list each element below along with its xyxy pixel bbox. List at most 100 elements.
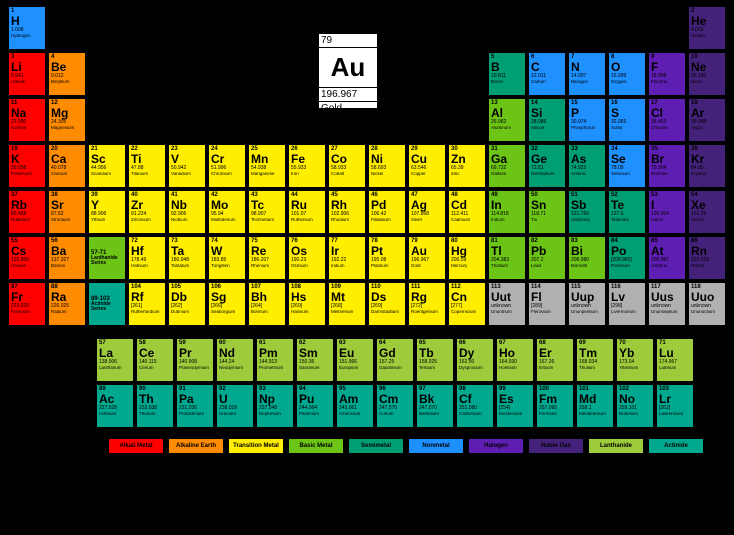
element-Sg[interactable]: 106Sg[266]Seaborgium	[208, 282, 246, 326]
element-Zn[interactable]: 30Zn65.39Zinc	[448, 144, 486, 188]
element-Se[interactable]: 34Se78.09Selenium	[608, 144, 646, 188]
element-Ds[interactable]: 110Ds[269]Darmstadtium	[368, 282, 406, 326]
element-Es[interactable]: 99Es[254]Einsteinium	[496, 384, 534, 428]
element-Cn[interactable]: 112Cn[277]Copernicium	[448, 282, 486, 326]
element-V[interactable]: 23V50.942Vanadium	[168, 144, 206, 188]
element-Po[interactable]: 84Po[208.982]Polonium	[608, 236, 646, 280]
element-Eu[interactable]: 63Eu151.966Europium	[336, 338, 374, 382]
element-Re[interactable]: 75Re186.207Rhenium	[248, 236, 286, 280]
element-No[interactable]: 102No259.101Nobelium	[616, 384, 654, 428]
element-Be[interactable]: 4Be9.012Beryllium	[48, 52, 86, 96]
element-Os[interactable]: 76Os190.23Osmium	[288, 236, 326, 280]
element-Te[interactable]: 52Te127.6Tellurium	[608, 190, 646, 234]
element-Bk[interactable]: 97Bk247.070Berkelium	[416, 384, 454, 428]
element-Ho[interactable]: 67Ho164.930Holmium	[496, 338, 534, 382]
element-U[interactable]: 92U238.029Uranium	[216, 384, 254, 428]
element-Ne[interactable]: 10Ne20.180Neon	[688, 52, 726, 96]
element-Rn[interactable]: 86Rn222.018Radon	[688, 236, 726, 280]
element-Tb[interactable]: 65Tb158.925Terbium	[416, 338, 454, 382]
element-Ra[interactable]: 88Ra226.025Radium	[48, 282, 86, 326]
element-At[interactable]: 85At209.987Astatine	[648, 236, 686, 280]
element-Si[interactable]: 14Si28.086Silicon	[528, 98, 566, 142]
element-Rh[interactable]: 45Rh102.906Rhodium	[328, 190, 366, 234]
element-Am[interactable]: 95Am243.061Americium	[336, 384, 374, 428]
element-Rb[interactable]: 37Rb85.468Rubidium	[8, 190, 46, 234]
element-Rf[interactable]: 104Rf[261]Rutherfordium	[128, 282, 166, 326]
element-Ag[interactable]: 47Ag107.868Silver	[408, 190, 446, 234]
element-Cf[interactable]: 98Cf251.080Californium	[456, 384, 494, 428]
element-Tc[interactable]: 43Tc98.907Technetium	[248, 190, 286, 234]
element-Cs[interactable]: 55Cs132.905Cesium	[8, 236, 46, 280]
element-Ar[interactable]: 18Ar39.948Argon	[688, 98, 726, 142]
element-As[interactable]: 33As74.922Arsenic	[568, 144, 606, 188]
element-Mt[interactable]: 109Mt[268]Meitnerium	[328, 282, 366, 326]
element-S[interactable]: 16S32.065Sulfur	[608, 98, 646, 142]
element-O[interactable]: 8O15.999Oxygen	[608, 52, 646, 96]
element-Db[interactable]: 105Db[262]Dubnium	[168, 282, 206, 326]
element-Cr[interactable]: 24Cr51.996Chromium	[208, 144, 246, 188]
element-Sn[interactable]: 50Sn118.71Tin	[528, 190, 566, 234]
element-N[interactable]: 7N14.007Nitrogen	[568, 52, 606, 96]
element-Ir[interactable]: 77Ir192.22Iridium	[328, 236, 366, 280]
element-Pb[interactable]: 82Pb207.2Lead	[528, 236, 566, 280]
element-Dy[interactable]: 66Dy162.50Dysprosium	[456, 338, 494, 382]
element-Tm[interactable]: 69Tm168.934Thulium	[576, 338, 614, 382]
element-Ce[interactable]: 58Ce140.115Cerium	[136, 338, 174, 382]
element-Fl[interactable]: 114Fl[289]Flerovium	[528, 282, 566, 326]
element-Pd[interactable]: 46Pd106.42Palladium	[368, 190, 406, 234]
element-Y[interactable]: 39Y88.906Yttrium	[88, 190, 126, 234]
element-K[interactable]: 19K39.098Potassium	[8, 144, 46, 188]
element-Yb[interactable]: 70Yb173.04Ytterbium	[616, 338, 654, 382]
element-Ni[interactable]: 28Ni58.693Nickel	[368, 144, 406, 188]
element-Br[interactable]: 35Br79.904Bromine	[648, 144, 686, 188]
element-Ga[interactable]: 31Ga69.732Gallium	[488, 144, 526, 188]
element-Li[interactable]: 3Li6.941Lithium	[8, 52, 46, 96]
element-Fr[interactable]: 87Fr223.020Francium	[8, 282, 46, 326]
element-Cu[interactable]: 29Cu63.546Copper	[408, 144, 446, 188]
element-Uuo[interactable]: 118UuounknownUnunoctium	[688, 282, 726, 326]
element-Bi[interactable]: 83Bi208.980Bismuth	[568, 236, 606, 280]
element-Hg[interactable]: 80Hg200.59Mercury	[448, 236, 486, 280]
element-Md[interactable]: 101Md258.1Mendelevium	[576, 384, 614, 428]
element-Lr[interactable]: 103Lr[262]Lawrencium	[656, 384, 694, 428]
element-In[interactable]: 49In114.818Indium	[488, 190, 526, 234]
element-Sc[interactable]: 21Sc44.956Scandium	[88, 144, 126, 188]
element-Al[interactable]: 13Al26.982Aluminum	[488, 98, 526, 142]
element-Cm[interactable]: 96Cm247.070Curium	[376, 384, 414, 428]
element-Cd[interactable]: 48Cd112.411Cadmium	[448, 190, 486, 234]
element-Ba[interactable]: 56Ba137.327Barium	[48, 236, 86, 280]
element-Sm[interactable]: 62Sm150.36Samarium	[296, 338, 334, 382]
element-Uut[interactable]: 113UutunknownUnuntrium	[488, 282, 526, 326]
element-Nb[interactable]: 41Nb92.906Niobium	[168, 190, 206, 234]
element-Zr[interactable]: 40Zr91.224Zirconium	[128, 190, 166, 234]
element-H[interactable]: 1H1.008Hydrogen	[8, 6, 46, 50]
element-Pu[interactable]: 94Pu244.064Plutonium	[296, 384, 334, 428]
element-Ge[interactable]: 32Ge72.61Germanium	[528, 144, 566, 188]
element-Au[interactable]: 79Au196.967Gold	[408, 236, 446, 280]
element-Rg[interactable]: 111Rg[272]Roentgenium	[408, 282, 446, 326]
element-Co[interactable]: 27Co58.933Cobalt	[328, 144, 366, 188]
element-C[interactable]: 6C12.011Carbon	[528, 52, 566, 96]
element-Pr[interactable]: 59Pr140.908Praseodymium	[176, 338, 214, 382]
element-He[interactable]: 2He4.003Helium	[688, 6, 726, 50]
element-Nd[interactable]: 60Nd144.24Neodymium	[216, 338, 254, 382]
element-Ta[interactable]: 73Ta180.948Tantalum	[168, 236, 206, 280]
element-Sb[interactable]: 51Sb121.760Antimony	[568, 190, 606, 234]
element-Lu[interactable]: 71Lu174.967Lutetium	[656, 338, 694, 382]
element-Mn[interactable]: 25Mn54.938Manganese	[248, 144, 286, 188]
element-Pa[interactable]: 91Pa231.036Protactinium	[176, 384, 214, 428]
element-Uus[interactable]: 117UusunknownUnunseptium	[648, 282, 686, 326]
element-Pt[interactable]: 78Pt195.08Platinum	[368, 236, 406, 280]
element-Fm[interactable]: 100Fm257.095Fermium	[536, 384, 574, 428]
element-Mg[interactable]: 12Mg24.305Magnesium	[48, 98, 86, 142]
element-B[interactable]: 5B10.811Boron	[488, 52, 526, 96]
element-Lv[interactable]: 116Lv[298]Livermorium	[608, 282, 646, 326]
element-Ru[interactable]: 44Ru101.07Ruthenium	[288, 190, 326, 234]
element-P[interactable]: 15P30.974Phosphorus	[568, 98, 606, 142]
element-Ca[interactable]: 20Ca40.078Calcium	[48, 144, 86, 188]
element-Na[interactable]: 11Na22.990Sodium	[8, 98, 46, 142]
element-Tl[interactable]: 81Tl204.383Thallium	[488, 236, 526, 280]
element-F[interactable]: 9F18.998Fluorine	[648, 52, 686, 96]
element-Xe[interactable]: 54Xe131.29Xenon	[688, 190, 726, 234]
element-Cl[interactable]: 17Cl35.453Chlorine	[648, 98, 686, 142]
